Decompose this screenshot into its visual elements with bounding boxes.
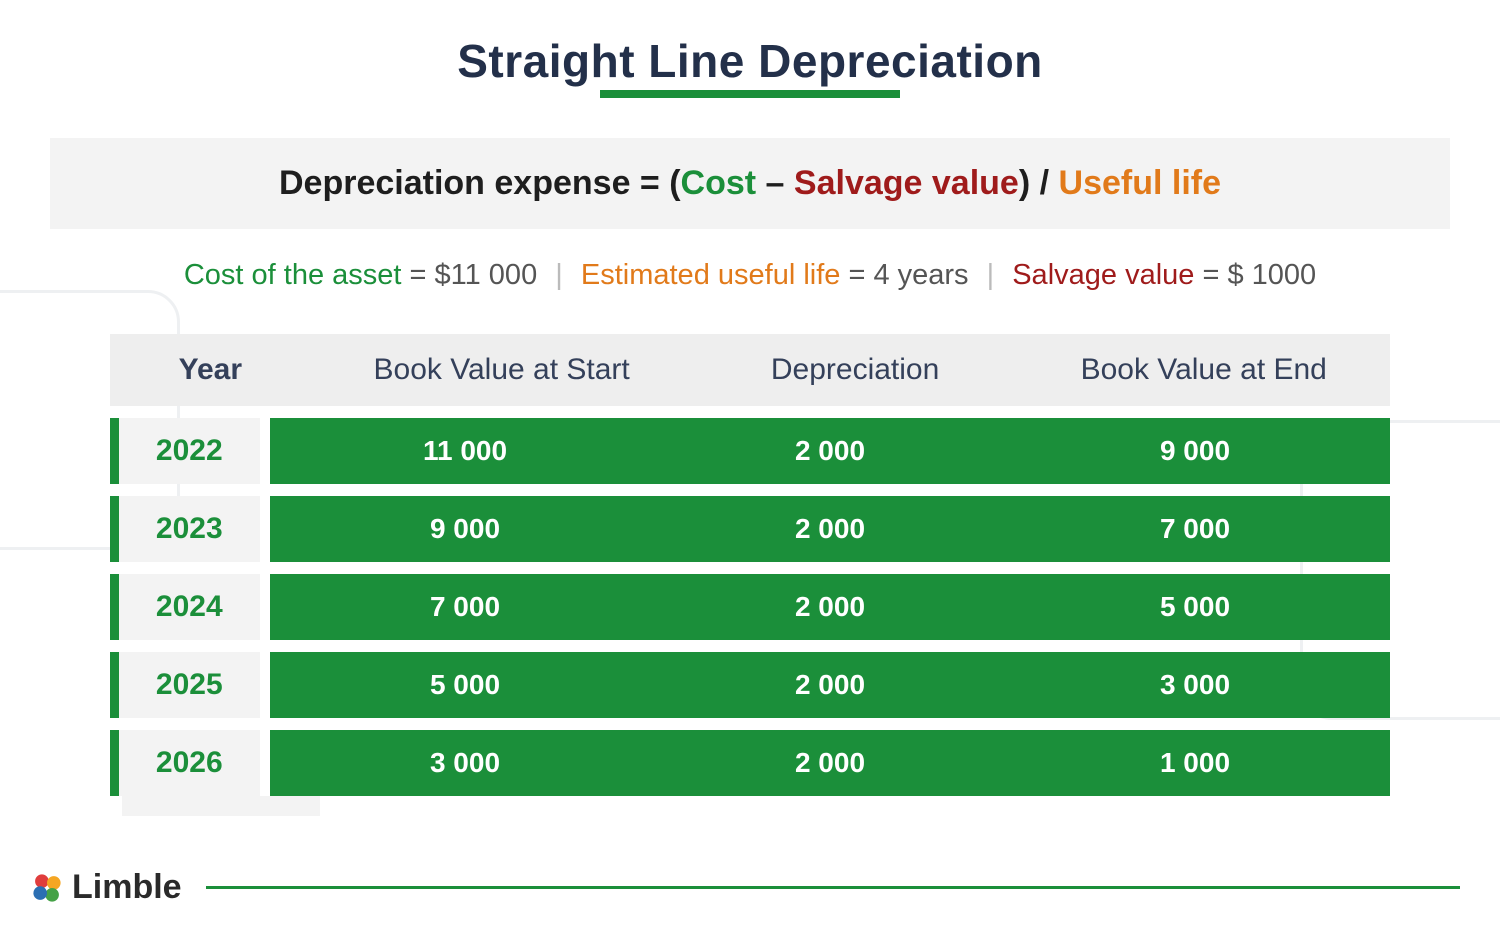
cell-start: 11 000 [270,418,660,484]
logo-petal [45,888,59,902]
brand-logo: Limble [30,868,182,907]
assumption-life-label: Estimated useful life [581,259,841,291]
cell-end: 7 000 [1000,496,1390,562]
cell-dep: 2 000 [660,574,1000,640]
brand-name: Limble [72,868,182,907]
table-row: 2022 11 000 2 000 9 000 [110,418,1390,484]
formula-salvage: Salvage value [794,164,1019,202]
col-header-start: Book Value at Start [311,353,693,387]
cell-start: 9 000 [270,496,660,562]
limble-logo-icon [30,871,64,905]
formula-minus: – [756,164,794,202]
table-row: 2026 3 000 2 000 1 000 [110,730,1390,796]
page-title: Straight Line Depreciation [457,34,1043,88]
depreciation-table: Year Book Value at Start Depreciation Bo… [110,334,1390,816]
col-header-end: Book Value at End [1017,353,1390,387]
cell-end: 1 000 [1000,730,1390,796]
footer-divider [206,886,1460,889]
cell-end: 9 000 [1000,418,1390,484]
cell-dep: 2 000 [660,652,1000,718]
assumption-cost-label: Cost of the asset [184,259,402,291]
title-underline [600,90,900,98]
assumption-salvage-value: = $ 1000 [1194,259,1316,291]
cell-year: 2023 [119,496,260,562]
cell-end: 3 000 [1000,652,1390,718]
table-row: 2025 5 000 2 000 3 000 [110,652,1390,718]
assumption-sep-1: | [555,259,563,291]
cell-year: 2024 [119,574,260,640]
row-accent [110,730,119,796]
logo-petal [35,874,49,888]
formula-bar: Depreciation expense = (Cost – Salvage v… [50,138,1450,229]
cell-dep: 2 000 [660,496,1000,562]
cell-start: 7 000 [270,574,660,640]
assumption-cost-value: = $11 000 [401,259,537,291]
cell-end: 5 000 [1000,574,1390,640]
table-row: 2023 9 000 2 000 7 000 [110,496,1390,562]
cell-year: 2026 [119,730,260,796]
assumptions-line: Cost of the asset = $11 000 | Estimated … [50,259,1450,292]
formula-prefix: Depreciation expense = ( [279,164,681,202]
row-accent [110,652,119,718]
table-header-row: Year Book Value at Start Depreciation Bo… [110,334,1390,406]
cell-start: 3 000 [270,730,660,796]
table-row: 2024 7 000 2 000 5 000 [110,574,1390,640]
assumption-life-value: = 4 years [840,259,968,291]
cell-start: 5 000 [270,652,660,718]
col-header-dep: Depreciation [693,353,1018,387]
row-accent [110,574,119,640]
logo-petal [47,876,61,890]
cell-year: 2025 [119,652,260,718]
cell-year: 2022 [119,418,260,484]
formula-close-div: ) / [1019,164,1059,202]
cell-dep: 2 000 [660,418,1000,484]
logo-petal [33,886,47,900]
row-accent [110,496,119,562]
col-header-year: Year [110,353,311,387]
assumption-salvage-label: Salvage value [1012,259,1194,291]
row-accent [110,418,119,484]
formula-useful-life: Useful life [1059,164,1221,202]
formula-cost: Cost [681,164,757,202]
year-column-tail [110,796,320,816]
cell-dep: 2 000 [660,730,1000,796]
assumption-sep-2: | [987,259,995,291]
